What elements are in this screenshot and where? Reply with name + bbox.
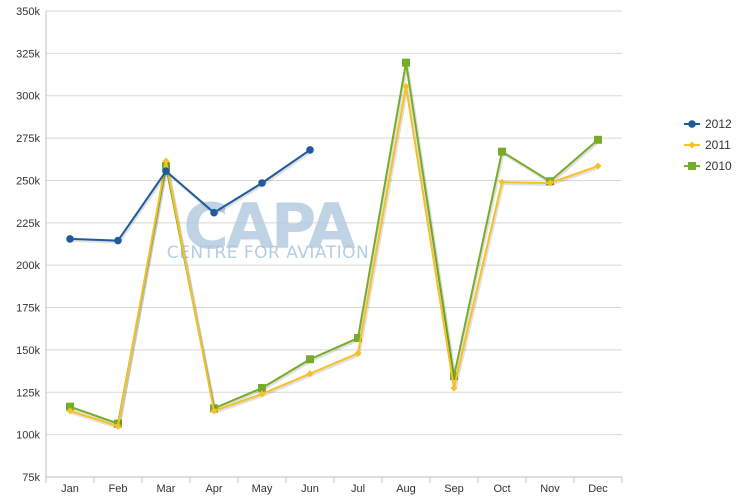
- y-tick-label: 275k: [16, 133, 40, 145]
- x-tick-label: May: [252, 483, 273, 495]
- data-point: [66, 235, 74, 243]
- data-point: [306, 370, 314, 378]
- data-point: [450, 372, 458, 381]
- legend-label: 2012: [705, 117, 732, 131]
- data-point: [546, 179, 554, 187]
- x-tick-label: Mar: [157, 483, 176, 495]
- x-tick-label: Feb: [109, 483, 128, 495]
- data-point: [114, 422, 122, 430]
- y-tick-label: 100k: [16, 430, 40, 442]
- data-point: [258, 390, 266, 398]
- series-2011: [66, 82, 602, 430]
- series-2012: [66, 146, 314, 245]
- data-point: [306, 355, 314, 364]
- y-tick-label: 175k: [16, 303, 40, 315]
- x-tick-label: Aug: [396, 483, 416, 495]
- x-tick-label: Dec: [588, 483, 608, 495]
- data-point: [66, 407, 74, 415]
- x-tick-label: Oct: [493, 483, 510, 495]
- y-tick-label: 75k: [22, 472, 40, 484]
- data-point: [594, 135, 602, 144]
- legend-item-2010[interactable]: 2010: [684, 159, 732, 173]
- data-point: [450, 384, 458, 392]
- legend-label: 2011: [705, 138, 731, 152]
- grid-lines: [46, 10, 622, 436]
- x-tick-label: Jan: [61, 483, 79, 495]
- y-tick-label: 350k: [16, 6, 40, 18]
- watermark-subtitle: CENTRE FOR AVIATION: [167, 243, 370, 263]
- y-tick-label: 325k: [16, 48, 40, 60]
- legend-item-2012[interactable]: 2012: [684, 117, 732, 131]
- axes: 75k 100k 125k 150k 175k 200k 225k 250k 275k 300k 3…: [16, 6, 623, 495]
- x-tick-label: Nov: [540, 483, 560, 495]
- series-line: [69, 149, 311, 242]
- data-point: [498, 178, 506, 186]
- data-point: [258, 179, 266, 187]
- data-point: [594, 162, 602, 170]
- legend-label: 2010: [705, 159, 732, 173]
- data-point: [354, 334, 362, 343]
- data-point: [306, 146, 314, 154]
- data-point: [258, 384, 266, 393]
- series-line-shadow: [70, 87, 600, 430]
- y-tick-label: 200k: [16, 260, 40, 272]
- series-line: [69, 85, 599, 428]
- data-point: [66, 402, 74, 411]
- y-tick-label: 250k: [16, 175, 40, 187]
- data-point: [402, 82, 410, 90]
- x-tick-label: Jul: [351, 483, 365, 495]
- legend-marker: [688, 120, 696, 128]
- legend-marker: [688, 141, 696, 149]
- chart-legend: 2012 2011 2010: [684, 117, 732, 173]
- data-series: [66, 58, 602, 430]
- capa-watermark: CAPA CENTRE FOR AVIATION: [167, 190, 370, 263]
- legend-item-2011[interactable]: 2011: [684, 138, 731, 152]
- data-point: [354, 349, 362, 357]
- y-tick-label: 300k: [16, 91, 40, 103]
- x-tick-label: Apr: [205, 483, 222, 495]
- watermark-logo-text: CAPA: [183, 190, 355, 263]
- data-point: [210, 407, 218, 415]
- data-point: [210, 208, 218, 217]
- data-point: [162, 157, 170, 165]
- x-tick-label: Jun: [301, 483, 319, 495]
- data-point: [114, 236, 122, 245]
- legend-marker: [688, 162, 696, 170]
- data-point: [498, 147, 506, 156]
- x-tick-label: Sep: [444, 483, 464, 495]
- data-point: [402, 58, 410, 67]
- y-tick-label: 125k: [16, 387, 40, 399]
- y-tick-label: 150k: [16, 345, 40, 357]
- data-point: [162, 167, 170, 175]
- y-tick-label: 225k: [16, 218, 40, 230]
